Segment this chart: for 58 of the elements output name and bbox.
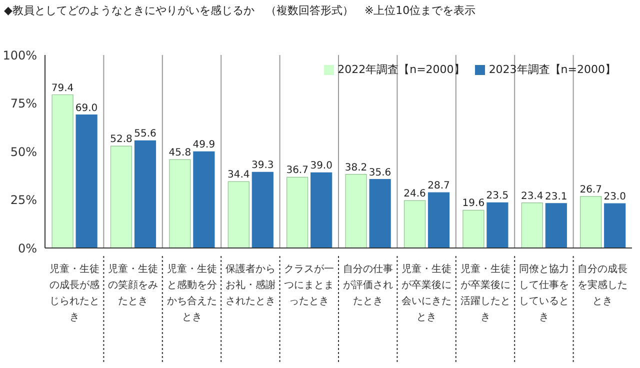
data-label: 52.8: [110, 134, 132, 146]
data-label: 23.1: [545, 191, 568, 202]
x-tick-label: 児童・生徒と感動を分かち合えたとき: [166, 263, 217, 323]
x-tick-label: 児童・生徒が卒業後に活躍したとき: [460, 263, 510, 323]
bar: [369, 178, 391, 248]
x-tick-label: 同僚と協力して仕事をしているとき: [518, 263, 569, 323]
x-tick-label: クラスが一つにまとまったとき: [284, 264, 334, 307]
bar: [134, 140, 156, 248]
data-label: 79.4: [51, 82, 74, 94]
data-label: 39.3: [252, 160, 274, 172]
bar: [521, 202, 543, 248]
x-tick-label: 自分の仕事が評価されたとき: [342, 263, 393, 307]
data-label: 24.6: [404, 188, 426, 200]
legend-label: 2023年調査【n=2000】: [488, 63, 616, 76]
y-tick-label: 50%: [10, 144, 37, 159]
x-tick-label: 児童・生徒の成長が感じられたとき: [49, 263, 100, 323]
bar: [110, 146, 132, 248]
chart-title: ◆教員としてどのようなときにやりがいを感じるか （複数回答形式） ※上位10位までを表示: [4, 3, 476, 18]
bar: [345, 174, 367, 248]
data-label: 23.4: [521, 190, 544, 202]
data-label: 23.0: [604, 192, 626, 203]
x-tick-label: 児童・生徒が卒業後に会いにきたとき: [402, 263, 452, 323]
data-label: 49.9: [192, 140, 216, 151]
data-label: 35.6: [368, 167, 392, 178]
y-tick-label: 25%: [10, 193, 37, 208]
legend-label: 2022年調査【n=2000】: [338, 63, 465, 76]
data-label: 38.2: [344, 162, 368, 174]
data-label: 45.8: [168, 148, 192, 159]
y-tick-label: 100%: [2, 48, 37, 62]
bar: [545, 203, 567, 248]
y-tick-label: 75%: [10, 96, 37, 111]
data-label: 19.6: [462, 198, 485, 210]
data-label: 34.4: [228, 170, 250, 181]
x-tick-label: 自分の成長を実感したとき: [578, 263, 628, 307]
bar: [580, 196, 602, 248]
y-tick-label: 0%: [18, 241, 37, 256]
bar: [286, 176, 308, 248]
bar: [486, 202, 508, 248]
data-label: 69.0: [75, 102, 98, 114]
bar: [76, 114, 98, 248]
bar: [310, 172, 332, 248]
bar: [404, 200, 426, 248]
bar: [252, 172, 274, 248]
bar: [52, 94, 74, 248]
bar: [462, 210, 484, 248]
data-label: 55.6: [134, 128, 156, 140]
data-label: 28.7: [428, 180, 450, 192]
x-tick-label: 保護者からお礼・感謝されたとき: [225, 263, 276, 307]
data-label: 36.7: [286, 165, 308, 176]
bar: [428, 192, 450, 248]
bar: [604, 203, 626, 248]
bar: [228, 181, 250, 248]
data-label: 39.0: [310, 160, 332, 172]
data-label: 23.5: [486, 190, 509, 202]
bar: [193, 151, 215, 248]
data-label: 26.7: [580, 184, 602, 196]
x-tick-label: 児童・生徒の笑顔をみたとき: [108, 263, 158, 307]
bar: [169, 159, 191, 248]
